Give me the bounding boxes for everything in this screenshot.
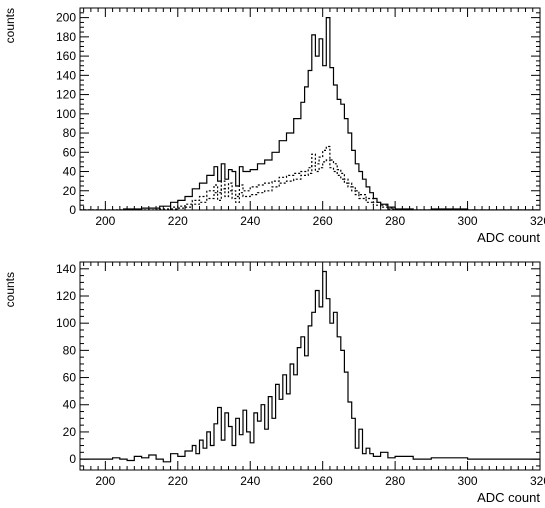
chart-1-x-tick-label: 260 <box>313 214 333 228</box>
chart-1-x-tick-label: 280 <box>385 214 405 228</box>
chart-2-y-tick-label: 140 <box>56 262 76 276</box>
chart-2-y-tick-label: 80 <box>63 343 77 357</box>
chart-1-x-axis-label: ADC count <box>477 230 540 245</box>
chart-1-y-tick-label: 200 <box>56 11 76 25</box>
chart-1-x-tick-label: 240 <box>240 214 260 228</box>
chart-1-y-tick-label: 60 <box>63 145 77 159</box>
chart-1-x-tick-label: 320 <box>530 214 545 228</box>
chart-1-y-tick-label: 160 <box>56 49 76 63</box>
chart-1: 200 220 240 260 280 300 320 0 20 40 60 80 100 120 140 1… <box>3 7 545 245</box>
chart-2-x-tick-label: 300 <box>458 474 478 488</box>
chart-1-x-tick-label: 220 <box>168 214 188 228</box>
chart-1-y-tick-label: 100 <box>56 107 76 121</box>
chart-2-y-tick-label: 20 <box>63 425 77 439</box>
chart-1-series-2-dotted <box>80 145 540 210</box>
chart-2-x-tick-label: 220 <box>168 474 188 488</box>
chart-1-frame <box>79 7 541 211</box>
chart-2-y-tick-label: 120 <box>56 289 76 303</box>
chart-2-x-tick-label: 240 <box>240 474 260 488</box>
chart-2-x-tick-label: 320 <box>530 474 545 488</box>
chart-2-y-tick-label: 0 <box>69 452 76 466</box>
chart-1-y-tick-label: 120 <box>56 88 76 102</box>
chart-2-x-tick-label: 260 <box>313 474 333 488</box>
chart-1-series-1-solid <box>80 17 540 210</box>
chart-2-y-tick-label: 40 <box>63 398 77 412</box>
chart-2: 200 220 240 260 280 300 320 0 20 40 60 80 100 120 140 A… <box>3 261 545 505</box>
chart-1-x-tick-label: 300 <box>458 214 478 228</box>
chart-2-y-tick-label: 60 <box>63 371 77 385</box>
chart-1-y-tick-label: 180 <box>56 30 76 44</box>
chart-2-x-axis-label: ADC count <box>477 490 540 505</box>
chart-1-y-tick-label: 140 <box>56 68 76 82</box>
chart-2-frame <box>79 261 541 471</box>
chart-1-y-tick-label: 0 <box>69 203 76 217</box>
chart-1-y-tick-label: 40 <box>63 165 77 179</box>
chart-2-x-tick-label: 200 <box>95 474 115 488</box>
chart-1-y-axis-label: counts <box>3 8 17 43</box>
chart-2-y-tick-label: 100 <box>56 316 76 330</box>
chart-1-series-3-dotted <box>80 159 540 210</box>
chart-1-y-tick-label: 80 <box>63 126 77 140</box>
chart-1-x-tick-label: 200 <box>95 214 115 228</box>
chart-2-y-axis-label: counts <box>3 272 17 307</box>
chart-1-y-tick-label: 20 <box>63 184 77 198</box>
chart-2-x-tick-label: 280 <box>385 474 405 488</box>
chart-2-series-1-solid <box>80 270 540 463</box>
